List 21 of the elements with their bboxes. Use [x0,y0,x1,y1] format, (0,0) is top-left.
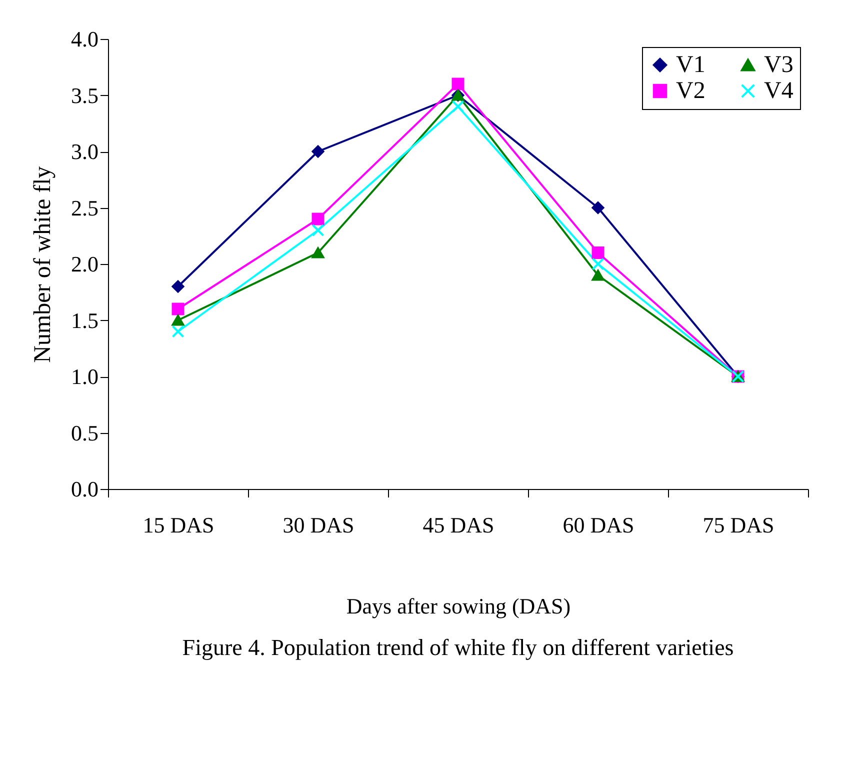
x-tick-label: 60 DAS [562,512,634,538]
y-tick-label: 1.0 [71,364,98,389]
x-tick-label: 75 DAS [702,512,774,538]
text: Figure 4. Population trend of white fly on different varieties [182,635,734,660]
y-tick-label: 3.0 [71,139,98,164]
y-tick-label: 1.5 [71,308,98,333]
x-tick-label: 45 DAS [422,512,494,538]
y-tick-label: 0.5 [71,420,98,446]
legend-label: V1 [676,52,706,78]
y-tick-label: 2.5 [71,195,98,220]
legend-label: V3 [764,52,794,78]
y-tick-label: 3.5 [71,82,98,108]
y-tick-label: 2.0 [71,252,98,276]
x-tick-label: 30 DAS [282,512,354,538]
legend-label: V2 [676,78,706,104]
legend-label: V4 [764,78,794,104]
x-tick-label: 15 DAS [142,512,214,538]
y-tick-label: 0.0 [71,476,98,502]
y-axis-title: Number of white fly [30,166,56,363]
y-tick-label: 4.0 [71,26,98,52]
x-axis-title: Days after sowing (DAS) [346,594,571,618]
